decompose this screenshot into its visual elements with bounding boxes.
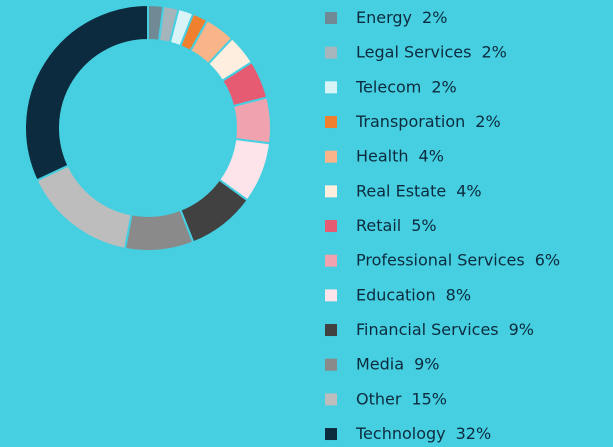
legend-label: Telecom 2% [355,77,457,96]
legend-swatch [325,185,337,198]
legend-value: 2% [481,42,506,61]
legend-label: Retail 5% [356,216,437,235]
legend-name: Other [356,389,402,408]
legend-swatch [325,81,337,94]
legend-name: Health [356,146,409,165]
legend-label: Transporation 2% [355,112,501,131]
legend-swatch [325,393,337,406]
legend-name: Real Estate [356,181,446,200]
legend-value: 2% [422,8,447,27]
legend-value: 6% [535,250,560,269]
slice [232,96,272,145]
legend-name: Financial Services [356,320,499,339]
legend-value: 15% [411,389,447,408]
legend-label: Energy 2% [356,8,447,27]
legend-name: Media [356,354,404,373]
legend-label: Other 15% [356,389,447,408]
legend-label: Education 8% [356,285,471,304]
legend-name: Retail [356,216,401,235]
legend-label: Professional Services 6% [356,250,560,269]
legend-label: Health 4% [356,146,444,165]
slice [35,164,133,250]
slice [123,208,195,252]
legend-name: Professional Services [356,250,525,269]
legend-name: Technology [355,424,446,443]
legend-name: Education [356,285,436,304]
slice [24,3,149,182]
legend-value: 2% [475,112,500,131]
legend-name: Telecom [355,77,421,96]
legend-swatch [325,46,337,59]
legend-label: Technology 32% [355,424,491,443]
legend-name: Legal Services [356,42,471,61]
legend-value: 32% [456,424,492,443]
legend-value: 4% [456,181,481,200]
legend-swatch [325,254,337,267]
legend-label: Media 9% [356,354,439,373]
legend-label: Financial Services 9% [356,320,534,339]
legend-value: 8% [446,285,471,304]
legend-label: Real Estate 4% [356,181,482,200]
legend-swatch [325,150,337,163]
legend-swatch [325,289,337,302]
legend-swatch [325,12,337,24]
legend-swatch [325,324,337,337]
legend-value: 2% [431,77,456,96]
legend-label: Legal Services 2% [356,42,507,61]
legend-swatch [325,220,337,233]
legend-value: 4% [419,146,444,165]
legend-value: 9% [509,320,534,339]
legend-name: Energy [356,8,412,27]
legend-value: 5% [411,216,436,235]
legend-swatch [325,358,337,371]
legend-swatch [325,428,337,441]
legend-name: Transporation [355,112,465,131]
legend-value: 9% [414,354,439,373]
legend-swatch [325,116,337,129]
